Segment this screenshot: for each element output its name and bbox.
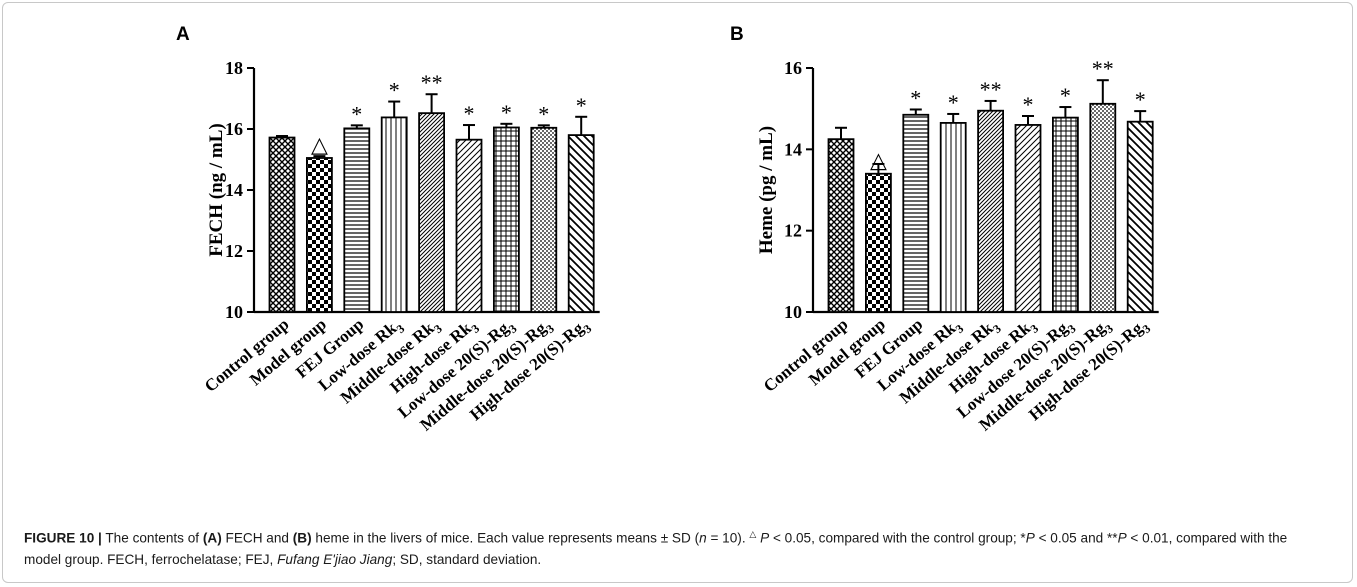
- y-tick-label: 12: [784, 221, 802, 241]
- bar: [1053, 118, 1078, 312]
- bar: [903, 115, 928, 312]
- caption-b-label: (B): [293, 531, 312, 546]
- significance-marker: *: [351, 101, 362, 126]
- bar: [941, 123, 966, 312]
- significance-marker: *: [576, 93, 587, 118]
- significance-marker: *: [1135, 87, 1146, 112]
- significance-marker: **: [980, 77, 1002, 102]
- y-tick-label: 16: [784, 58, 802, 78]
- bar: [569, 135, 594, 312]
- y-tick-label: 14: [225, 180, 243, 200]
- panel-letter: B: [730, 24, 744, 45]
- bar: [307, 158, 332, 312]
- significance-marker: **: [1092, 56, 1114, 81]
- significance-marker: *: [910, 85, 921, 110]
- significance-marker: *: [538, 101, 549, 126]
- bar: [494, 127, 519, 312]
- caption-text: heme in the livers of mice. Each value r…: [312, 531, 700, 546]
- bar: [1016, 125, 1041, 312]
- significance-marker: *: [948, 90, 959, 115]
- caption-fej-name: Fufang E'jiao Jiang: [277, 552, 392, 567]
- significance-marker: *: [389, 78, 400, 103]
- significance-marker: *: [1023, 92, 1034, 117]
- bar: [457, 140, 482, 312]
- y-axis-label: Heme (pg / mL): [756, 126, 777, 254]
- caption-text: < 0.05, compared with the control group;…: [769, 531, 1026, 546]
- significance-marker: **: [421, 70, 443, 95]
- figure-caption: FIGURE 10 | The contents of (A) FECH and…: [24, 524, 1324, 570]
- significance-marker: *: [501, 100, 512, 125]
- significance-marker: *: [464, 101, 475, 126]
- caption-text: = 10).: [707, 531, 750, 546]
- y-tick-label: 18: [225, 58, 243, 78]
- significance-marker: △: [870, 148, 887, 173]
- bar: [978, 111, 1003, 312]
- caption-label: FIGURE 10 |: [24, 531, 102, 546]
- y-tick-label: 14: [784, 139, 802, 159]
- panel-letter: A: [176, 24, 190, 45]
- y-tick-label: 10: [784, 302, 802, 322]
- y-tick-label: 16: [225, 119, 243, 139]
- y-tick-label: 12: [225, 241, 243, 261]
- bar: [866, 174, 891, 312]
- bar: [382, 117, 407, 312]
- bar: [344, 128, 369, 312]
- bar: [1090, 104, 1115, 312]
- y-tick-label: 10: [225, 302, 243, 322]
- significance-marker: *: [1060, 83, 1071, 108]
- bar: [270, 138, 295, 312]
- caption-text: FECH and: [222, 531, 293, 546]
- caption-text: < 0.05 and **: [1035, 531, 1118, 546]
- caption-p-symbol: P: [1026, 531, 1035, 546]
- caption-text: The contents of: [102, 531, 203, 546]
- caption-text: ; SD, standard deviation.: [392, 552, 541, 567]
- bar: [419, 113, 444, 312]
- y-axis-label: FECH (ng / mL): [206, 123, 227, 257]
- bar: [829, 139, 854, 312]
- bar: [531, 128, 556, 312]
- caption-p-symbol: P: [760, 531, 769, 546]
- bar: [1128, 122, 1153, 312]
- caption-n-symbol: n: [699, 531, 707, 546]
- significance-marker: △: [311, 132, 328, 157]
- caption-p-symbol: P: [1118, 531, 1127, 546]
- caption-a-label: (A): [203, 531, 222, 546]
